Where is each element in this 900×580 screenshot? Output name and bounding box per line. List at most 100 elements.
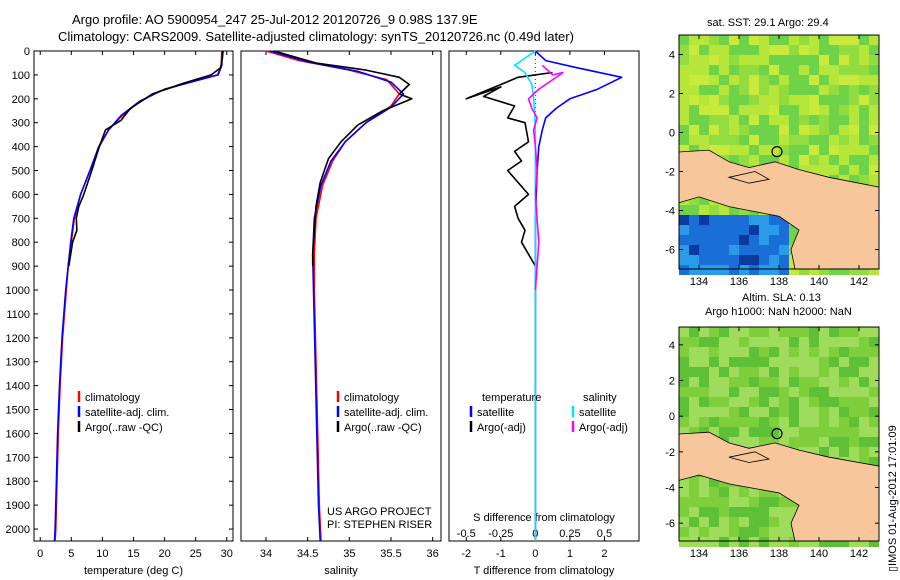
map-cell	[739, 327, 749, 337]
map-cell	[779, 265, 789, 275]
map-cell	[859, 135, 869, 145]
map-cell	[699, 235, 709, 245]
map-cell	[699, 215, 709, 225]
map-cell	[779, 377, 789, 387]
map-cell	[709, 105, 719, 115]
map-cell	[839, 367, 849, 377]
map-cell	[749, 245, 759, 255]
map-cell	[809, 407, 819, 417]
map-cell	[859, 327, 869, 337]
map-cell	[689, 487, 699, 497]
map-cell	[799, 397, 809, 407]
map-cell	[809, 397, 819, 407]
map-cell	[689, 507, 699, 517]
map-cell	[849, 145, 859, 155]
series-salinity-argo	[527, 64, 564, 291]
map-cell	[729, 537, 739, 547]
map-cell	[709, 427, 719, 437]
map-cell	[739, 437, 749, 447]
legend-label: climatology	[344, 392, 400, 404]
map-cell	[769, 135, 779, 145]
map-cell	[799, 155, 809, 165]
map-cell	[819, 437, 829, 447]
map-cell	[769, 115, 779, 125]
map-cell	[789, 145, 799, 155]
map-cell	[859, 407, 869, 417]
map-cell	[739, 105, 749, 115]
map-cell	[789, 417, 799, 427]
map-cell	[679, 135, 689, 145]
map-cell	[859, 45, 869, 55]
map-cell	[759, 427, 769, 437]
map-cell	[849, 397, 859, 407]
map-cell	[849, 265, 859, 275]
map-cell	[819, 95, 829, 105]
map-cell	[809, 417, 819, 427]
map-cell	[809, 135, 819, 145]
map-cell	[779, 115, 789, 125]
map-y-tick-label: 2	[669, 89, 675, 101]
map-cell	[849, 377, 859, 387]
map-cell	[719, 205, 729, 215]
map-cell	[849, 437, 859, 447]
map-cell	[689, 45, 699, 55]
map-cell	[869, 417, 879, 427]
x-axis-label: salinity	[324, 565, 358, 577]
map-cell	[799, 95, 809, 105]
map-cell	[739, 427, 749, 437]
map-cell	[839, 85, 849, 95]
y-tick-label: 1300	[6, 357, 30, 369]
map-cell	[849, 65, 859, 75]
map-cell	[819, 85, 829, 95]
map-cell	[799, 537, 809, 547]
map-cell	[759, 125, 769, 135]
map-cell	[699, 347, 709, 357]
map-cell	[729, 205, 739, 215]
map-cell	[729, 397, 739, 407]
map-cell	[719, 337, 729, 347]
map-cell	[769, 55, 779, 65]
map-cell	[869, 357, 879, 367]
map-cell	[799, 125, 809, 135]
map-cell	[819, 427, 829, 437]
map-cell	[709, 45, 719, 55]
map-cell	[759, 65, 769, 75]
series-satellite	[53, 50, 224, 542]
map-cell	[769, 417, 779, 427]
map-cell	[809, 537, 819, 547]
y-tick-label: 1900	[6, 500, 30, 512]
map-sst-map	[678, 34, 880, 275]
map-cell	[679, 377, 689, 387]
map-cell	[819, 357, 829, 367]
map-cell	[849, 45, 859, 55]
y-tick-label: 1200	[6, 333, 30, 345]
map-cell	[849, 337, 859, 347]
y-tick-label: 1800	[6, 476, 30, 488]
map-cell	[839, 417, 849, 427]
map-cell	[869, 407, 879, 417]
map-cell	[749, 387, 759, 397]
map-cell	[789, 155, 799, 165]
map-cell	[699, 45, 709, 55]
map-cell	[699, 205, 709, 215]
map-cell	[739, 397, 749, 407]
map-cell	[839, 447, 849, 457]
x-tick-label: 15	[127, 548, 139, 560]
map-cell	[689, 195, 699, 205]
map-cell	[829, 135, 839, 145]
map-cell	[719, 265, 729, 275]
map-cell	[839, 437, 849, 447]
map-cell	[689, 337, 699, 347]
map-x-tick-label: 134	[690, 548, 708, 560]
map-cell	[689, 517, 699, 527]
map-cell	[709, 357, 719, 367]
panel-frame-difference	[448, 50, 640, 542]
map-cell	[819, 145, 829, 155]
map-cell	[709, 377, 719, 387]
map-cell	[809, 337, 819, 347]
map-cell	[769, 245, 779, 255]
map-cell	[799, 337, 809, 347]
map-cell	[779, 135, 789, 145]
map-cell	[869, 377, 879, 387]
map-cell	[769, 75, 779, 85]
